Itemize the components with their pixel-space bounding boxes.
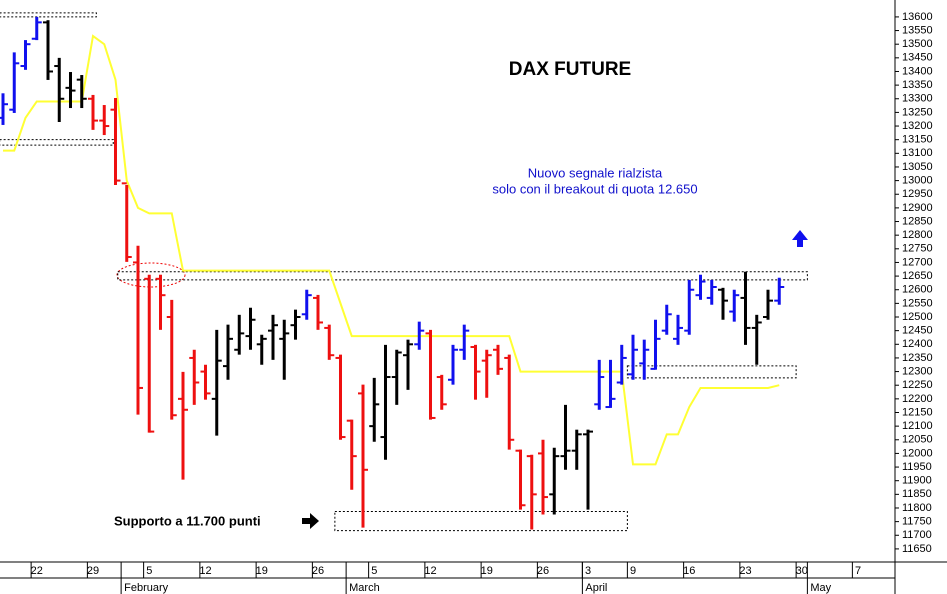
y-tick-label: 12750: [902, 243, 933, 255]
y-tick-label: 12700: [902, 256, 933, 268]
y-tick-label: 11750: [902, 516, 932, 528]
y-tick-label: 13600: [902, 11, 933, 23]
level-zone: [0, 12, 97, 18]
y-tick-label: 12050: [902, 434, 933, 446]
x-tick-label: 12: [424, 565, 436, 577]
annotation: solo con il breakout di quota 12.650: [492, 181, 697, 196]
y-tick-label: 12500: [902, 311, 933, 323]
y-tick-label: 12450: [902, 325, 933, 337]
month-label: May: [810, 582, 831, 594]
y-tick-label: 12350: [902, 352, 933, 364]
annotation: Nuovo segnale rialzista: [528, 165, 663, 180]
chart-title: DAX FUTURE: [509, 59, 631, 80]
stop-line: [3, 34, 780, 466]
x-tick-label: 23: [739, 565, 751, 577]
month-label: March: [349, 582, 380, 594]
y-tick-label: 11650: [902, 543, 932, 555]
y-tick-label: 12600: [902, 284, 933, 296]
x-tick-label: 9: [630, 565, 636, 577]
y-tick-label: 11850: [902, 488, 932, 500]
y-tick-label: 12850: [902, 215, 933, 227]
y-tick-label: 13300: [902, 93, 933, 105]
x-tick-label: 29: [87, 565, 99, 577]
y-tick-label: 13000: [902, 175, 933, 187]
y-tick-label: 12100: [902, 420, 933, 432]
x-tick-label: 12: [199, 565, 211, 577]
y-tick-label: 12200: [902, 393, 933, 405]
y-tick-label: 12800: [902, 229, 933, 241]
y-tick-label: 13100: [902, 147, 933, 159]
y-tick-label: 13200: [902, 120, 933, 132]
y-tick-label: 12900: [902, 202, 933, 214]
y-tick-label: 11800: [902, 502, 932, 514]
y-tick-label: 13350: [902, 79, 933, 91]
level-zone: [117, 271, 808, 281]
x-tick-label: 26: [537, 565, 549, 577]
x-tick-label: 19: [481, 565, 493, 577]
y-tick-label: 12250: [902, 379, 933, 391]
y-tick-label: 13400: [902, 65, 933, 77]
y-tick-label: 12550: [902, 297, 933, 309]
arrow-up: [792, 230, 808, 247]
y-tick-label: 12400: [902, 338, 933, 350]
level-zone: [0, 139, 114, 146]
x-tick-label: 26: [312, 565, 324, 577]
arrow-right: [302, 513, 319, 529]
y-tick-label: 13250: [902, 106, 933, 118]
x-tick-label: 30: [796, 565, 808, 577]
x-tick-label: 16: [683, 565, 695, 577]
highlight-ellipse: [116, 262, 186, 288]
x-tick-label: 7: [855, 565, 861, 577]
x-tick-label: 22: [31, 565, 43, 577]
y-tick-label: 13050: [902, 161, 933, 173]
x-tick-label: 5: [146, 565, 152, 577]
annotation: Supporto a 11.700 punti: [114, 513, 261, 528]
y-tick-label: 12150: [902, 406, 933, 418]
level-zone: [626, 365, 797, 379]
month-label: April: [585, 582, 607, 594]
x-tick-label: 5: [371, 565, 377, 577]
level-zone: [334, 511, 628, 532]
y-tick-label: 12650: [902, 270, 933, 282]
month-label: February: [124, 582, 169, 594]
y-tick-label: 13550: [902, 24, 933, 36]
y-tick-label: 12950: [902, 188, 933, 200]
x-tick-label: 3: [585, 565, 591, 577]
y-tick-label: 13500: [902, 38, 933, 50]
y-tick-label: 11950: [902, 461, 932, 473]
y-tick-label: 12000: [902, 447, 933, 459]
y-tick-label: 11900: [902, 475, 932, 487]
y-tick-label: 13150: [902, 134, 933, 146]
x-tick-label: 19: [256, 565, 268, 577]
y-tick-label: 11700: [902, 529, 932, 541]
y-tick-label: 13450: [902, 52, 933, 64]
y-tick-label: 12300: [902, 365, 933, 377]
